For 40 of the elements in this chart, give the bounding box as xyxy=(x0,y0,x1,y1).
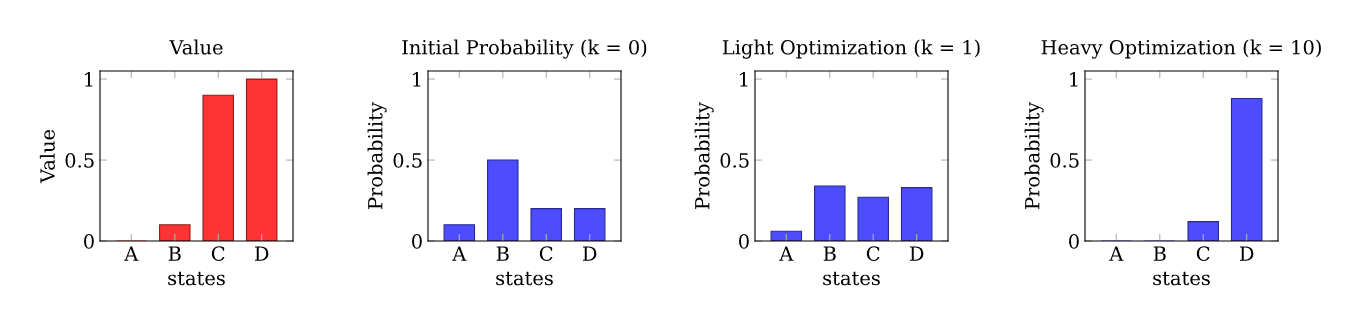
x-tick-label: A xyxy=(779,246,794,261)
y-tick-label: 0.5 xyxy=(1050,153,1079,168)
x-tick-label: C xyxy=(211,246,225,261)
y-tick-label: 1 xyxy=(740,72,748,87)
y-tick-label: 0 xyxy=(84,233,94,249)
y-tick-label: 0.5 xyxy=(65,153,94,168)
y-axis-title: Probability xyxy=(1024,102,1044,209)
x-tick-label: D xyxy=(1239,246,1254,261)
x-tick-label: C xyxy=(1196,246,1210,261)
x-axis-title: states xyxy=(1153,271,1210,286)
x-axis-title: states xyxy=(823,271,880,286)
x-tick-label: D xyxy=(909,246,924,261)
y-tick-label: 0.5 xyxy=(720,153,749,168)
x-tick-label: D xyxy=(582,246,597,261)
x-tick-label: D xyxy=(254,246,269,261)
y-tick-label: 1 xyxy=(85,72,93,87)
x-tick-label: A xyxy=(124,246,139,261)
x-tick-label: A xyxy=(1109,246,1124,261)
y-axis-title: Probability xyxy=(367,102,387,209)
chart-title: Value xyxy=(169,39,223,55)
x-tick-label: C xyxy=(866,246,880,261)
x-tick-label: B xyxy=(1153,246,1166,261)
y-tick-label: 1 xyxy=(413,72,421,87)
chart-title: Heavy Optimization (k = 10) xyxy=(1041,39,1321,59)
y-tick-label: 0 xyxy=(1069,233,1079,249)
chart-title: Initial Probability (k = 0) xyxy=(402,39,647,59)
x-tick-label: B xyxy=(823,246,836,261)
x-axis-title: states xyxy=(168,271,225,286)
x-axis-title: states xyxy=(496,271,553,286)
chart-title: Light Optimization (k = 1) xyxy=(722,39,980,59)
x-tick-label: A xyxy=(452,246,467,261)
x-tick-label: C xyxy=(539,246,553,261)
y-tick-label: 0 xyxy=(739,233,749,249)
x-tick-label: B xyxy=(496,246,509,261)
y-tick-label: 0.5 xyxy=(393,153,422,168)
y-axis-title: Value xyxy=(39,129,55,184)
y-tick-label: 0 xyxy=(412,233,422,249)
y-axis-title: Probability xyxy=(694,102,714,209)
x-tick-label: B xyxy=(168,246,181,261)
y-tick-label: 1 xyxy=(1070,72,1078,87)
